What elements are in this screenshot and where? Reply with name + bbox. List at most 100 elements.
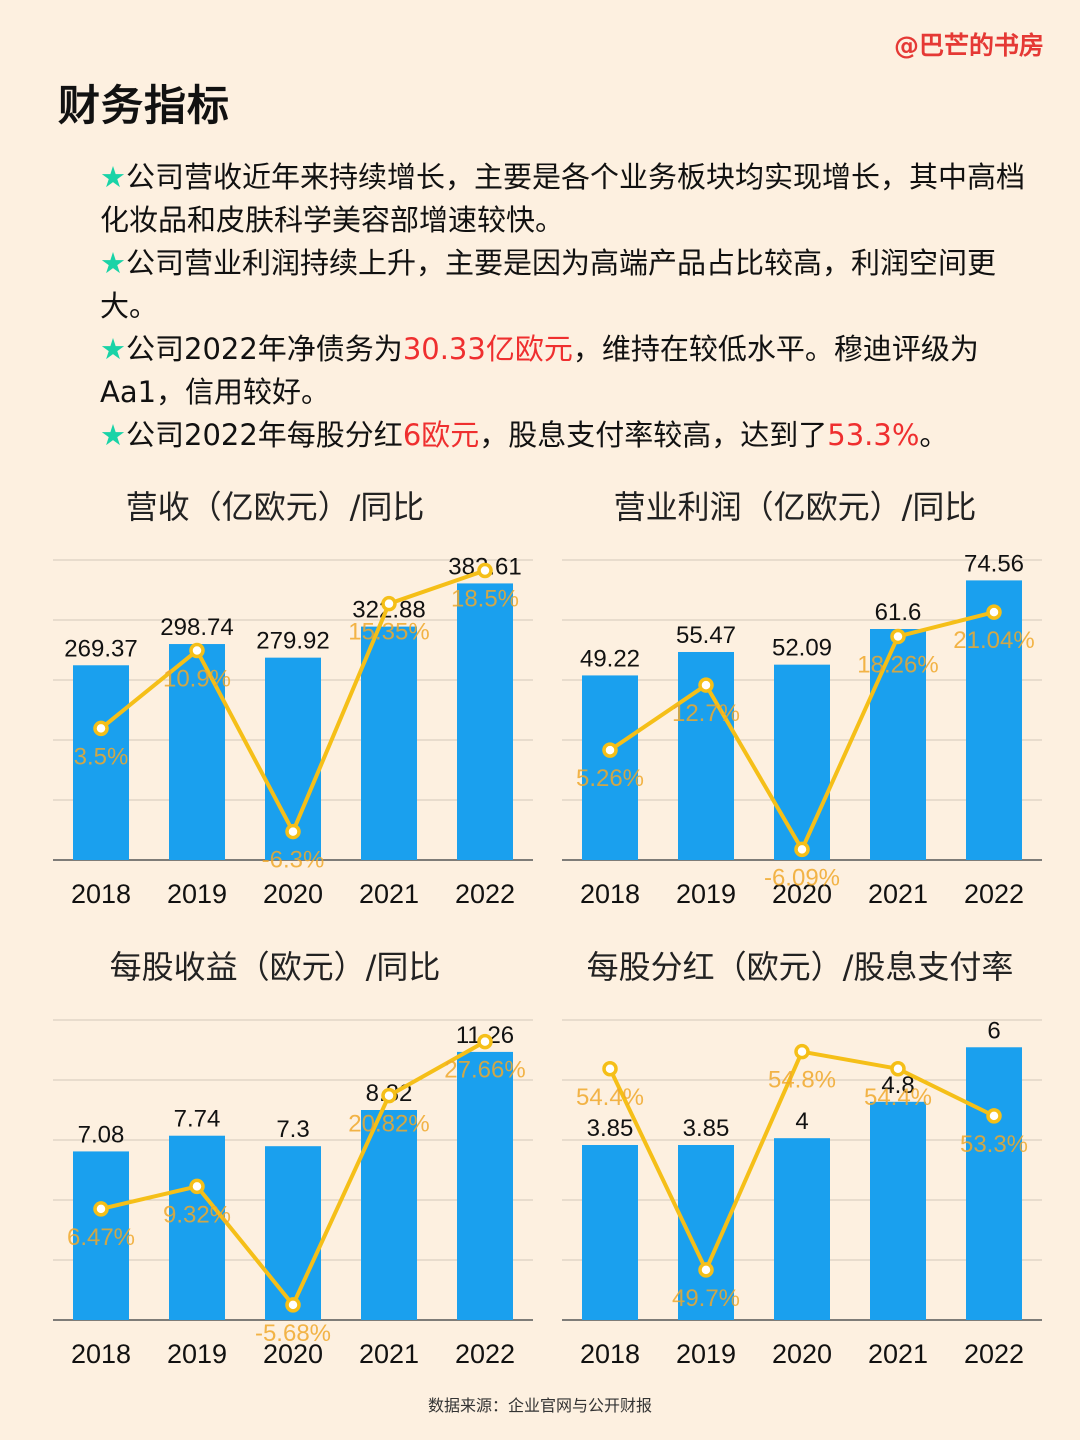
line-point	[477, 1033, 493, 1050]
bar	[169, 1135, 225, 1320]
highlight-text: 30.33亿欧元	[402, 332, 573, 366]
line-point	[986, 1108, 1002, 1124]
line-point	[285, 1297, 301, 1313]
star-icon: ★	[100, 160, 126, 194]
bar	[361, 626, 417, 860]
line-point	[285, 823, 301, 840]
dividend-chart: 3.8520183.852019420204.820216202254.4%49…	[562, 1017, 1042, 1369]
line-point	[189, 1178, 205, 1195]
bar	[582, 1145, 638, 1320]
bar	[361, 1110, 417, 1320]
bar	[457, 583, 513, 860]
bar-value-label: 298.74	[160, 614, 233, 641]
bar-value-label: 7.08	[78, 1121, 125, 1148]
line-value-label: 9.32%	[163, 1201, 231, 1228]
line-point	[890, 628, 906, 645]
bullet-item: ★公司2022年每股分红6欧元，股息支付率较高，达到了53.3%。	[100, 414, 1030, 457]
bar-value-label: 7.74	[174, 1106, 221, 1133]
x-tick-label: 2022	[964, 879, 1024, 909]
line-value-label: 27.66%	[444, 1057, 525, 1084]
line-point	[93, 720, 109, 737]
bullet-text: 公司营收近年来持续增长，主要是各个业务板块均实现增长，其中高档化妆品和皮肤科学美…	[100, 160, 1026, 237]
x-tick-label: 2020	[772, 1339, 832, 1369]
bar-value-label: 7.3	[276, 1116, 309, 1143]
x-tick-label: 2021	[359, 879, 419, 909]
x-tick-label: 2021	[868, 879, 928, 909]
bullet-list: ★公司营收近年来持续增长，主要是各个业务板块均实现增长，其中高档化妆品和皮肤科学…	[100, 156, 1030, 457]
chart-title-eps: 每股收益（欧元）/同比	[109, 948, 441, 986]
line-value-label: -6.3%	[262, 847, 325, 874]
line-value-label: 21.04%	[953, 627, 1034, 654]
bullet-item: ★公司营业利润持续上升，主要是因为高端产品占比较高，利润空间更大。	[100, 242, 1030, 328]
line-point	[698, 677, 714, 693]
bar-value-label: 279.92	[256, 628, 329, 655]
line-value-label: 5.26%	[576, 765, 644, 792]
line-value-label: -6.09%	[764, 864, 840, 891]
line-point	[986, 604, 1002, 620]
bullet-text: 公司营业利润持续上升，主要是因为高端产品占比较高，利润空间更大。	[100, 246, 997, 323]
highlight-text: 6欧元	[402, 418, 480, 452]
chart-title-dividend: 每股分红（欧元）/股息支付率	[586, 948, 1014, 986]
x-tick-label: 2021	[868, 1339, 928, 1369]
line-point	[189, 642, 205, 659]
line-point	[602, 1061, 618, 1077]
eps-chart: 7.0820187.7420197.320208.82202111.262022…	[53, 1019, 533, 1369]
bullet-text: ，维持在较低水平。穆迪评级为Aa1，信用较好。	[100, 332, 979, 409]
line-value-label: 12.7%	[672, 700, 740, 727]
line-value-label: 54.4%	[864, 1084, 932, 1111]
bar	[265, 1146, 321, 1320]
bar	[966, 1047, 1022, 1320]
x-tick-label: 2022	[455, 1339, 515, 1369]
line-value-label: 20.82%	[348, 1111, 429, 1138]
bar-value-label: 269.37	[64, 635, 137, 662]
x-tick-label: 2019	[676, 879, 736, 909]
line-value-label: 54.4%	[576, 1084, 644, 1111]
line-point	[890, 1061, 906, 1077]
highlight-text: 53.3%	[827, 418, 920, 452]
bullet-text: 公司2022年每股分红	[126, 418, 403, 452]
x-tick-label: 2018	[580, 879, 640, 909]
bar-value-label: 4	[795, 1108, 808, 1135]
bar	[870, 629, 926, 860]
x-tick-label: 2020	[263, 1339, 323, 1369]
watermark: @巴芒的书房	[893, 31, 1044, 60]
x-tick-label: 2020	[263, 879, 323, 909]
line-point	[381, 1087, 397, 1104]
bullet-item: ★公司2022年净债务为30.33亿欧元，维持在较低水平。穆迪评级为Aa1，信用…	[100, 328, 1030, 414]
bar-value-label: 55.47	[676, 622, 736, 649]
line-point	[794, 841, 810, 858]
bar	[169, 644, 225, 860]
bar	[966, 580, 1022, 860]
x-tick-label: 2019	[167, 879, 227, 909]
bullet-text: 公司2022年净债务为	[126, 332, 403, 366]
page-title: 财务指标	[58, 81, 231, 130]
x-tick-label: 2018	[71, 1339, 131, 1369]
bar	[73, 1151, 129, 1320]
line-value-label: -5.68%	[255, 1320, 331, 1347]
line-value-label: 18.26%	[857, 651, 938, 678]
line-point	[602, 742, 618, 758]
star-icon: ★	[100, 246, 126, 280]
x-tick-label: 2018	[580, 1339, 640, 1369]
bar-value-label: 3.85	[587, 1115, 634, 1142]
bar	[73, 665, 129, 860]
bar-value-label: 74.56	[964, 550, 1024, 577]
x-tick-label: 2022	[964, 1339, 1024, 1369]
bullet-item: ★公司营收近年来持续增长，主要是各个业务板块均实现增长，其中高档化妆品和皮肤科学…	[100, 156, 1030, 242]
bullet-text: 。	[919, 418, 949, 452]
bar-value-label: 61.6	[875, 599, 922, 626]
line-point	[698, 1262, 714, 1278]
line-value-label: 53.3%	[960, 1131, 1028, 1158]
line-value-label: 15.35%	[348, 619, 429, 646]
bar	[774, 664, 830, 860]
line-point	[477, 562, 493, 579]
x-tick-label: 2018	[71, 879, 131, 909]
line-point	[93, 1201, 109, 1217]
chart-title-operating-profit: 营业利润（亿欧元）/同比	[613, 488, 977, 526]
bar-value-label: 3.85	[683, 1115, 730, 1142]
bar	[582, 675, 638, 860]
operating-profit-chart: 49.22 2018 55.47 2019 52.09 2020 61.6 2021 74.56…	[562, 550, 1042, 909]
bar	[870, 1101, 926, 1320]
x-tick-label: 2019	[676, 1339, 736, 1369]
data-source-note: 数据来源：企业官网与公开财报	[427, 1396, 652, 1415]
